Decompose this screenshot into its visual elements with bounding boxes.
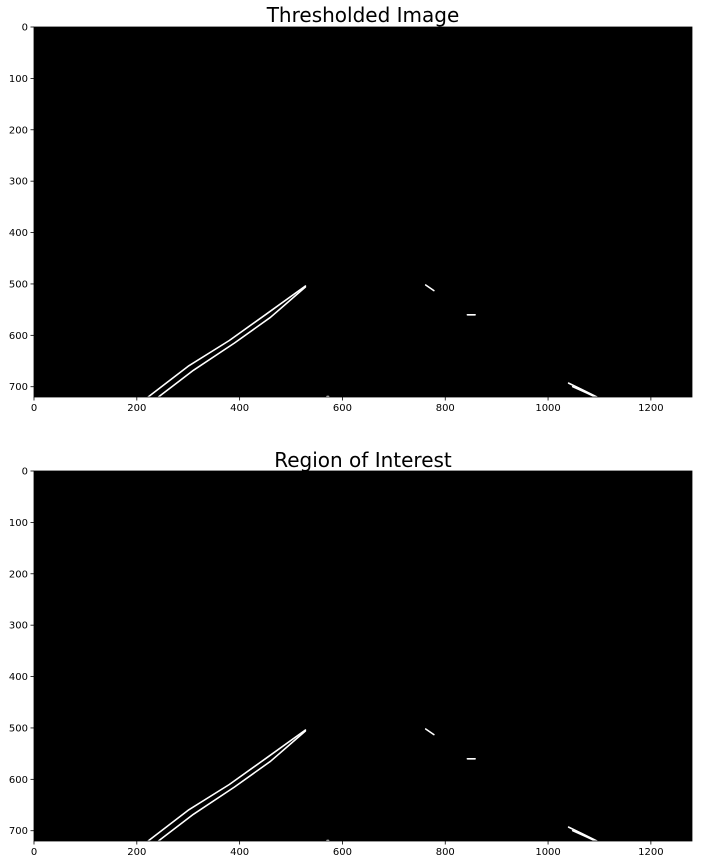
image-feature-6 [571, 385, 597, 398]
y-tick-label: 100 [9, 74, 28, 85]
x-tick-label: 1200 [638, 847, 663, 858]
y-tick-label: 600 [9, 331, 28, 342]
image-area [34, 471, 692, 841]
y-tick-label: 400 [9, 228, 28, 239]
image-feature-1 [147, 729, 307, 842]
x-tick-label: 1000 [535, 847, 560, 858]
image-feature-2 [157, 730, 307, 842]
y-tick-label: 0 [22, 23, 28, 34]
panel-title: Region of Interest [274, 448, 452, 472]
y-tick-label: 200 [9, 125, 28, 136]
x-tick-label: 1000 [535, 403, 560, 414]
axes-frame [33, 470, 693, 842]
x-tick-label: 600 [333, 403, 352, 414]
image-panel-2: Region of Interest 0 200 400 600 800 1000 1200 0… [9, 448, 693, 858]
x-tick-label: 800 [436, 403, 455, 414]
x-tick-label: 600 [333, 847, 352, 858]
y-tick-label: 200 [9, 569, 28, 580]
x-tick-label: 200 [127, 847, 146, 858]
image-feature-6 [571, 829, 597, 842]
y-tick-label: 500 [9, 723, 28, 734]
y-tick-label: 0 [22, 467, 28, 478]
image-feature-3 [424, 728, 435, 736]
x-tick-label: 800 [436, 847, 455, 858]
y-tick-label: 100 [9, 518, 28, 529]
image-feature-2 [157, 286, 307, 398]
image-area [34, 27, 692, 397]
y-tick-label: 500 [9, 279, 28, 290]
x-tick-label: 200 [127, 403, 146, 414]
x-tick-label: 400 [230, 403, 249, 414]
image-feature-1 [147, 285, 307, 398]
y-tick-label: 600 [9, 775, 28, 786]
y-tick-label: 300 [9, 177, 28, 188]
image-feature-3 [424, 284, 435, 292]
x-tick-label: 0 [31, 403, 37, 414]
x-tick-label: 0 [31, 847, 37, 858]
y-tick-label: 700 [9, 382, 28, 393]
y-tick-label: 400 [9, 672, 28, 683]
y-tick-label: 300 [9, 621, 28, 632]
y-tick-label: 700 [9, 826, 28, 837]
image-panel-1: Thresholded Image 0 200 400 600 800 1000 1200 0 1… [9, 3, 693, 414]
axes-frame [33, 26, 693, 398]
x-tick-label: 400 [230, 847, 249, 858]
panel-title: Thresholded Image [266, 3, 460, 27]
x-tick-label: 1200 [638, 403, 663, 414]
